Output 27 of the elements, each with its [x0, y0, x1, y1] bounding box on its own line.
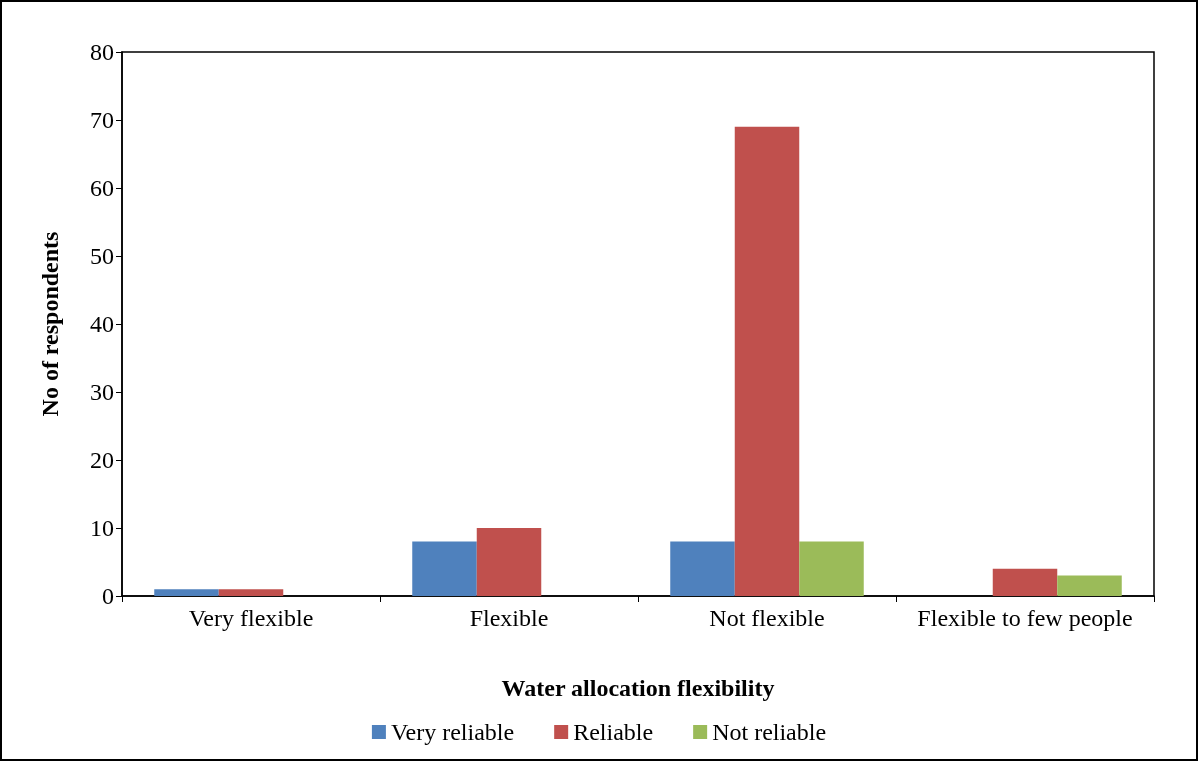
y-tick-label: 10 [90, 515, 114, 541]
y-tick-label: 60 [90, 175, 114, 201]
y-tick-label: 40 [90, 311, 114, 337]
legend-label: Not reliable [712, 719, 827, 745]
bar [992, 568, 1058, 596]
y-tick-label: 20 [90, 447, 114, 473]
bar [154, 589, 219, 596]
bar [412, 541, 477, 596]
bar [734, 126, 800, 596]
y-tick-label: 80 [90, 39, 114, 65]
bar [476, 528, 542, 596]
x-tick-label: Flexible to few people [917, 605, 1133, 631]
legend-label: Reliable [573, 719, 654, 745]
x-tick-label: Flexible [469, 605, 549, 631]
x-tick-label: Not flexible [709, 605, 825, 631]
bar [799, 541, 864, 596]
bar [218, 589, 284, 596]
y-tick-label: 30 [90, 379, 114, 405]
x-axis-title: Water allocation flexibility [501, 675, 775, 701]
x-tick-label: Very flexible [188, 605, 314, 631]
bar [1057, 575, 1122, 596]
y-tick-label: 70 [90, 107, 114, 133]
y-tick-label: 0 [102, 583, 114, 609]
y-tick-label: 50 [90, 243, 114, 269]
y-axis-title: No of respondents [37, 231, 63, 417]
legend-label: Very reliable [390, 719, 515, 745]
bar [670, 541, 735, 596]
